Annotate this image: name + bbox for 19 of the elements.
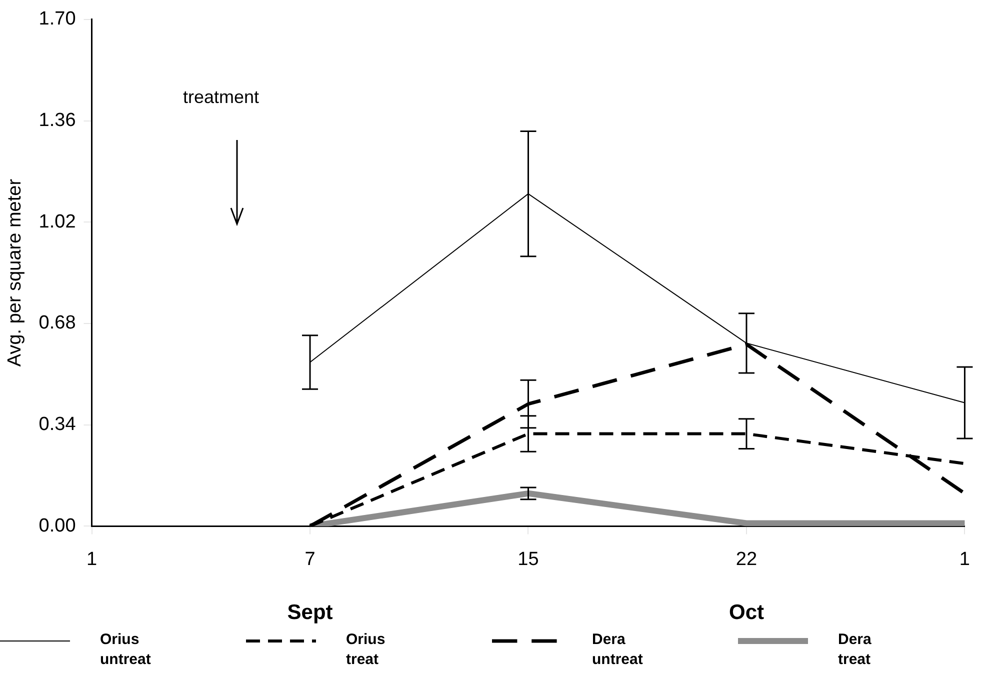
legend-label: Dera untreat (592, 630, 644, 670)
legend-label: Orius untreat (100, 630, 152, 670)
x-tick-label: 1 (86, 548, 98, 570)
y-axis-title: Avg. per square meter (4, 178, 26, 367)
x-tick-label: 22 (736, 548, 758, 570)
y-tick-label: 1.36 (38, 110, 76, 131)
y-tick-label: 0.34 (38, 414, 76, 436)
x-tick-label: 7 (304, 548, 316, 570)
y-tick-label: 0.00 (38, 515, 76, 536)
legend-label: Dera treat (838, 630, 872, 670)
x-tick-label: 1 (959, 548, 970, 570)
annotation: treatment (183, 86, 260, 107)
y-tick-label: 1.02 (38, 211, 76, 232)
text: Oct (728, 600, 764, 624)
legend-label: Orius treat (346, 630, 386, 670)
x-tick-label: 15 (518, 548, 539, 570)
text: Sept (287, 600, 333, 624)
y-tick-label: 0.68 (38, 312, 76, 334)
y-tick-label: 1.70 (38, 8, 76, 30)
